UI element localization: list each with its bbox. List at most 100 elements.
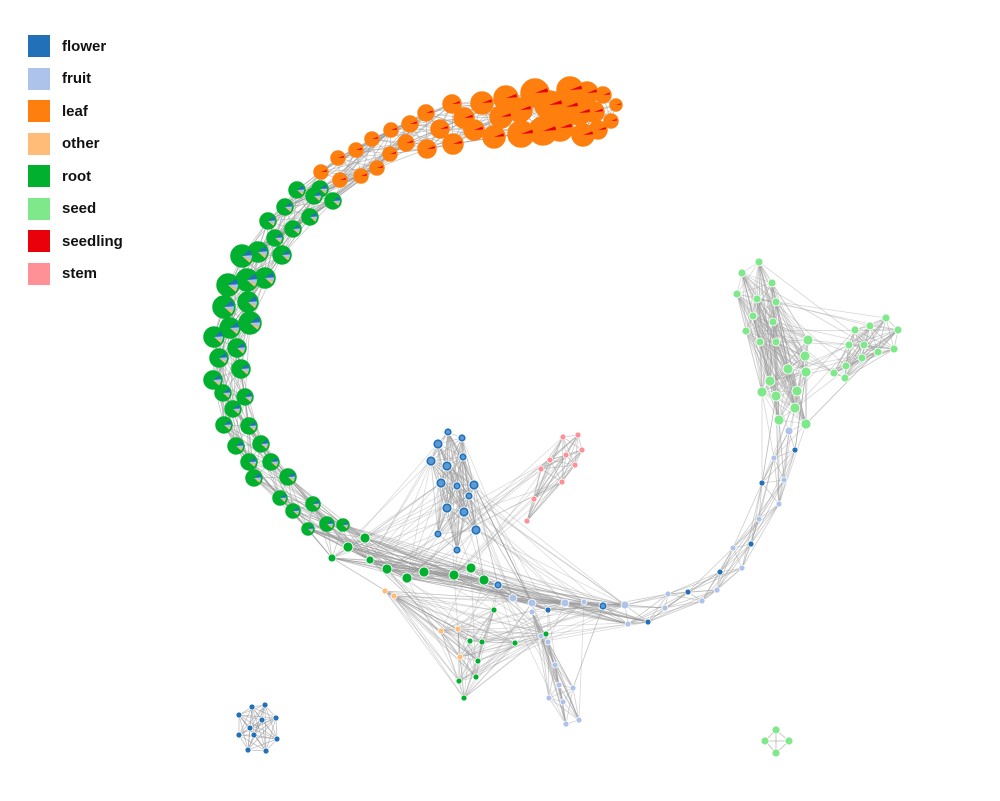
node-root[interactable]: [285, 503, 301, 519]
node-leaf[interactable]: [417, 139, 437, 159]
node-fruit[interactable]: [780, 476, 788, 484]
node-root[interactable]: [219, 317, 241, 339]
node-leaf[interactable]: [482, 125, 506, 149]
node-root[interactable]: [478, 638, 486, 646]
node-root[interactable]: [203, 370, 223, 390]
node-fruit[interactable]: [508, 593, 518, 603]
node-fruit[interactable]: [551, 661, 559, 669]
node-flower[interactable]: [258, 716, 266, 724]
legend-item-root[interactable]: root: [28, 160, 123, 193]
legend-item-other[interactable]: other: [28, 128, 123, 161]
node-stem[interactable]: [558, 478, 566, 486]
node-seed[interactable]: [881, 313, 891, 323]
node-root[interactable]: [238, 311, 262, 335]
node-flower[interactable]: [272, 714, 280, 722]
node-root[interactable]: [305, 496, 321, 512]
node-flower[interactable]: [452, 481, 462, 491]
node-other[interactable]: [456, 653, 464, 661]
node-root[interactable]: [237, 291, 259, 313]
node-flower[interactable]: [544, 606, 552, 614]
node-root[interactable]: [276, 198, 294, 216]
node-root[interactable]: [324, 192, 342, 210]
node-stem[interactable]: [574, 431, 582, 439]
node-root[interactable]: [342, 541, 354, 553]
node-flower[interactable]: [433, 529, 443, 539]
node-root[interactable]: [279, 468, 297, 486]
node-seed[interactable]: [802, 334, 814, 346]
node-leaf[interactable]: [430, 119, 450, 139]
node-root[interactable]: [478, 574, 490, 586]
node-seed[interactable]: [756, 386, 768, 398]
node-seed[interactable]: [857, 353, 867, 363]
node-seed[interactable]: [829, 368, 839, 378]
node-fruit[interactable]: [555, 681, 563, 689]
node-seed[interactable]: [767, 278, 777, 288]
node-fruit[interactable]: [575, 716, 583, 724]
node-root[interactable]: [418, 566, 430, 578]
node-other[interactable]: [437, 627, 445, 635]
node-seed[interactable]: [791, 385, 803, 397]
node-flower[interactable]: [244, 746, 252, 754]
node-root[interactable]: [252, 435, 270, 453]
node-other[interactable]: [390, 592, 398, 600]
node-root[interactable]: [474, 657, 482, 665]
node-root[interactable]: [319, 516, 335, 532]
node-fruit[interactable]: [544, 638, 552, 646]
node-root[interactable]: [209, 348, 229, 368]
node-seed[interactable]: [737, 268, 747, 278]
node-root[interactable]: [327, 553, 337, 563]
legend-item-seed[interactable]: seed: [28, 193, 123, 226]
legend-item-fruit[interactable]: fruit: [28, 63, 123, 96]
legend-item-seedling[interactable]: seedling: [28, 225, 123, 258]
node-fruit[interactable]: [784, 426, 794, 436]
node-stem[interactable]: [559, 433, 567, 441]
node-flower[interactable]: [452, 545, 462, 555]
node-flower[interactable]: [248, 703, 256, 711]
node-root[interactable]: [365, 555, 375, 565]
node-root[interactable]: [240, 417, 258, 435]
node-leaf[interactable]: [417, 104, 435, 122]
node-seed[interactable]: [760, 736, 770, 746]
node-seed[interactable]: [771, 337, 781, 347]
node-leaf[interactable]: [609, 98, 623, 112]
node-root[interactable]: [227, 338, 247, 358]
node-root[interactable]: [288, 181, 306, 199]
node-root[interactable]: [401, 572, 413, 584]
node-leaf[interactable]: [313, 164, 329, 180]
node-seed[interactable]: [752, 294, 762, 304]
node-root[interactable]: [272, 490, 288, 506]
node-leaf[interactable]: [382, 146, 398, 162]
node-root[interactable]: [245, 469, 263, 487]
node-leaf[interactable]: [383, 122, 399, 138]
node-leaf[interactable]: [364, 131, 380, 147]
node-root[interactable]: [216, 273, 240, 297]
node-root[interactable]: [215, 416, 233, 434]
node-root[interactable]: [381, 563, 393, 575]
node-seed[interactable]: [865, 321, 875, 331]
node-fruit[interactable]: [770, 454, 778, 462]
node-stem[interactable]: [530, 495, 538, 503]
node-leaf[interactable]: [348, 142, 364, 158]
node-root[interactable]: [460, 694, 468, 702]
node-seed[interactable]: [789, 402, 801, 414]
node-flower[interactable]: [441, 502, 453, 514]
node-seed[interactable]: [771, 725, 781, 735]
node-fruit[interactable]: [545, 694, 553, 702]
node-leaf[interactable]: [353, 168, 369, 184]
node-seed[interactable]: [800, 418, 812, 430]
legend-item-stem[interactable]: stem: [28, 258, 123, 291]
node-stem[interactable]: [523, 517, 531, 525]
node-leaf[interactable]: [330, 150, 346, 166]
node-root[interactable]: [231, 359, 251, 379]
node-flower[interactable]: [250, 731, 258, 739]
node-flower[interactable]: [246, 724, 254, 732]
node-leaf[interactable]: [401, 115, 419, 133]
node-root[interactable]: [236, 388, 254, 406]
node-fruit[interactable]: [560, 598, 570, 608]
node-fruit[interactable]: [664, 590, 672, 598]
node-root[interactable]: [262, 453, 280, 471]
node-seed[interactable]: [873, 347, 883, 357]
node-seed[interactable]: [850, 325, 860, 335]
node-leaf[interactable]: [397, 134, 415, 152]
node-seed[interactable]: [755, 337, 765, 347]
